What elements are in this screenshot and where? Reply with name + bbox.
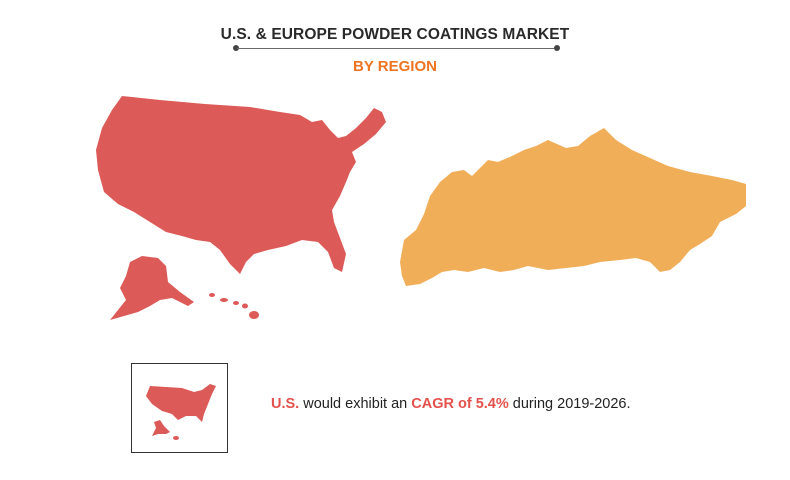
legend-caption: U.S. would exhibit an CAGR of 5.4% durin… bbox=[271, 396, 631, 412]
legend-text-middle: would exhibit an bbox=[303, 396, 408, 412]
title-divider bbox=[237, 48, 557, 49]
us-hawaii-shape bbox=[209, 293, 259, 319]
europe-shape bbox=[400, 128, 746, 286]
legend-cagr-value: CAGR of 5.4% bbox=[411, 396, 509, 412]
legend-map-box bbox=[131, 363, 228, 453]
legend-region-label: U.S. bbox=[271, 396, 300, 412]
legend-text-end: during 2019-2026. bbox=[512, 396, 631, 412]
title-rule-dot-right bbox=[554, 45, 560, 51]
us-map-icon bbox=[146, 384, 216, 440]
chart-title: U.S. & EUROPE POWDER COATINGS MARKET bbox=[220, 26, 570, 43]
us-contiguous-shape bbox=[96, 96, 386, 274]
us-alaska-shape bbox=[110, 256, 194, 320]
title-rule-dot-left bbox=[233, 45, 239, 51]
chart-subtitle: BY REGION bbox=[353, 58, 437, 75]
